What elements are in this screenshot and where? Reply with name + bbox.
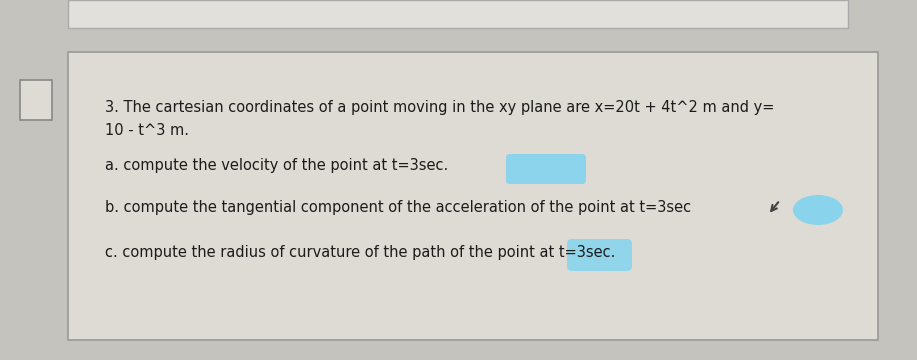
FancyBboxPatch shape [68, 0, 848, 28]
FancyBboxPatch shape [68, 52, 878, 340]
Text: a. compute the velocity of the point at t=3sec.: a. compute the velocity of the point at … [105, 158, 448, 173]
Text: 10 - t^3 m.: 10 - t^3 m. [105, 123, 189, 138]
Text: c. compute the radius of curvature of the path of the point at t=3sec.: c. compute the radius of curvature of th… [105, 245, 615, 260]
Ellipse shape [793, 195, 843, 225]
Text: 3. The cartesian coordinates of a point moving in the xy plane are x=20t + 4t^2 : 3. The cartesian coordinates of a point … [105, 100, 774, 115]
FancyBboxPatch shape [567, 239, 632, 271]
FancyBboxPatch shape [506, 154, 586, 184]
Text: b. compute the tangential component of the acceleration of the point at t=3sec: b. compute the tangential component of t… [105, 200, 691, 215]
FancyBboxPatch shape [20, 80, 52, 120]
